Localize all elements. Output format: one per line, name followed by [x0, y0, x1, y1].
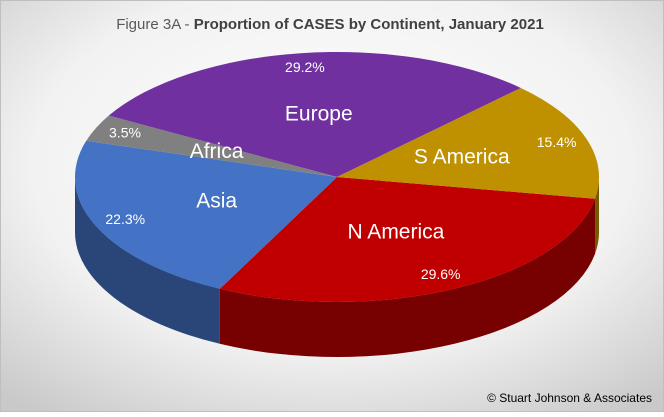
slice: [108, 52, 521, 177]
slice: [75, 140, 337, 289]
chart-title: Figure 3A - Proportion of CASES by Conti…: [116, 16, 544, 33]
value-label: 29.6%: [421, 266, 461, 282]
figure-label: Figure 3A -: [116, 16, 189, 33]
title-text: Proportion of CASES by Continent, Januar…: [194, 16, 544, 33]
slice-side: [595, 177, 599, 254]
side-shade: [75, 177, 220, 344]
slice-side: [219, 198, 596, 358]
footer: © Stuart Johnson & Associates: [487, 391, 652, 405]
slice-name: S America: [414, 146, 510, 169]
slice: [219, 177, 596, 303]
slice: [337, 87, 599, 199]
value-label: 22.3%: [105, 211, 145, 227]
slice-name: Asia: [196, 189, 237, 212]
value-label: 3.5%: [109, 124, 141, 140]
side-shade: [595, 177, 599, 254]
slice-name: Europe: [285, 103, 353, 126]
slice-side: [75, 177, 220, 344]
slice: [86, 115, 338, 177]
slice-name: Africa: [190, 140, 244, 163]
value-label: 29.2%: [285, 59, 325, 75]
side-shade: [219, 198, 596, 358]
slice-name: N America: [347, 220, 444, 243]
value-label: 15.4%: [537, 134, 577, 150]
